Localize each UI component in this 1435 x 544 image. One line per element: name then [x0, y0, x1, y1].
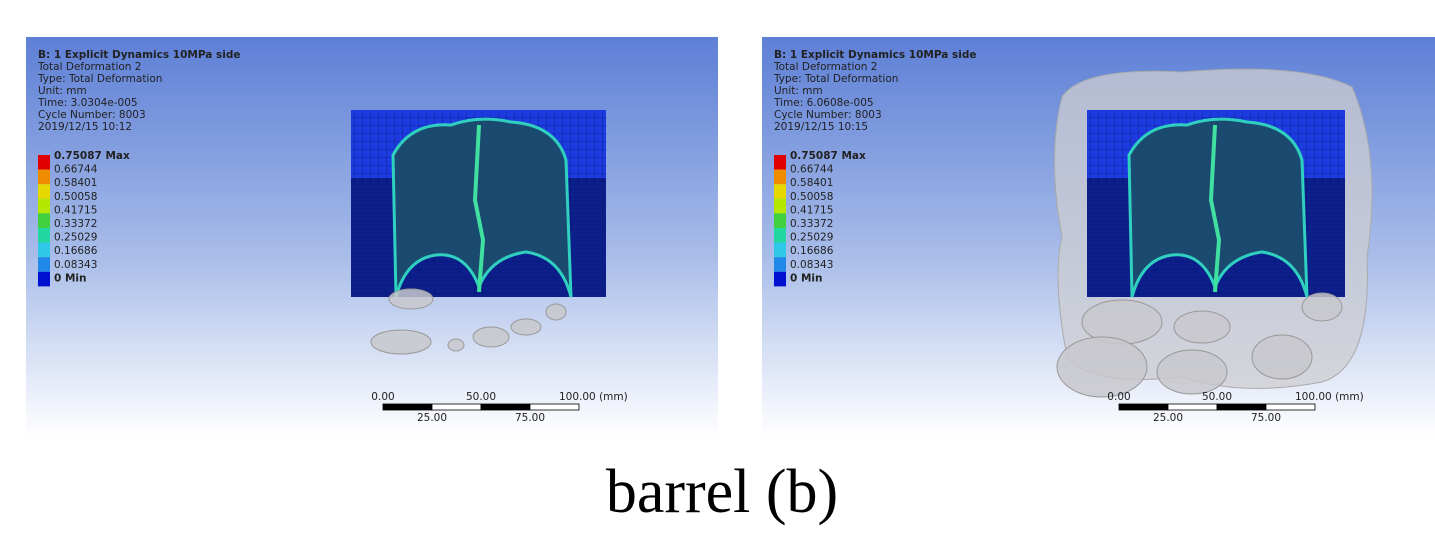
result-info: Total Deformation 2	[773, 61, 877, 73]
legend-swatch	[774, 170, 786, 185]
legend-label: 0.16686	[790, 245, 834, 257]
legend-swatch	[38, 184, 50, 199]
legend-swatch	[774, 199, 786, 214]
legend-swatch	[774, 272, 786, 287]
legend-swatch	[774, 257, 786, 272]
legend-label: 0 Min	[790, 272, 822, 284]
scale-segment	[383, 404, 432, 410]
legend-label: 0.16686	[54, 245, 98, 257]
scale-label: 25.00	[417, 412, 447, 424]
result-info: Time: 3.0304e-005	[37, 97, 138, 109]
legend-label: 0.33372	[54, 218, 97, 230]
fragment	[389, 289, 433, 309]
legend-swatch	[774, 243, 786, 258]
legend-label: 0.08343	[54, 259, 97, 271]
fragment	[546, 304, 566, 320]
scale-label: 25.00	[1153, 412, 1183, 424]
result-info: Unit: mm	[38, 85, 87, 97]
legend-label: 0.58401	[54, 177, 97, 189]
fragment	[1057, 337, 1147, 397]
fragment	[1302, 293, 1342, 321]
legend-swatch	[38, 170, 50, 185]
scale-label: 75.00	[1251, 412, 1281, 424]
legend-swatch	[774, 155, 786, 170]
legend-label: 0.66744	[790, 164, 834, 176]
result-info: B: 1 Explicit Dynamics 10MPa side	[38, 49, 240, 61]
figure: barrel (b) B: 1 Explicit Dynamics 10MPa …	[0, 0, 1435, 544]
scale-segment	[481, 404, 530, 410]
legend-label: 0.08343	[790, 259, 833, 271]
fragment	[1174, 311, 1230, 343]
scale-segment	[1119, 404, 1168, 410]
legend-label: 0.25029	[790, 232, 833, 244]
fragment	[371, 330, 431, 354]
scale-label: 50.00	[466, 391, 496, 403]
page: barrel (b) B: 1 Explicit Dynamics 10MPa …	[0, 0, 1435, 544]
legend-swatch	[38, 228, 50, 243]
fragment	[473, 327, 509, 347]
result-info: 2019/12/15 10:12	[38, 121, 132, 133]
legend-label: 0.50058	[790, 191, 833, 203]
scale-label: 75.00	[515, 412, 545, 424]
legend-swatch	[774, 228, 786, 243]
legend-label: 0.75087 Max	[790, 150, 866, 162]
fragment	[1157, 350, 1227, 394]
legend-swatch	[38, 257, 50, 272]
fragment	[511, 319, 541, 335]
result-info: Time: 6.0608e-005	[773, 97, 874, 109]
result-info: 2019/12/15 10:15	[774, 121, 868, 133]
scale-label: 100.00 (mm)	[559, 391, 628, 403]
legend-swatch	[38, 213, 50, 228]
caption: barrel (b)	[606, 458, 838, 526]
legend-label: 0.41715	[54, 204, 97, 216]
scale-label: 50.00	[1202, 391, 1232, 403]
legend-label: 0.66744	[54, 164, 98, 176]
fragment	[448, 339, 464, 351]
legend-label: 0.41715	[790, 204, 833, 216]
scale-segment	[1168, 404, 1217, 410]
legend-swatch	[38, 272, 50, 287]
legend-swatch	[38, 243, 50, 258]
legend-swatch	[38, 199, 50, 214]
scale-segment	[432, 404, 481, 410]
legend-label: 0.75087 Max	[54, 150, 130, 162]
result-info: Total Deformation 2	[37, 61, 141, 73]
legend-label: 0.25029	[54, 232, 97, 244]
legend-swatch	[38, 155, 50, 170]
result-info: Type: Total Deformation	[773, 73, 898, 85]
scale-label: 0.00	[1107, 391, 1130, 403]
scale-segment	[530, 404, 579, 410]
legend-label: 0 Min	[54, 272, 86, 284]
result-info: B: 1 Explicit Dynamics 10MPa side	[774, 49, 976, 61]
scale-label: 0.00	[371, 391, 394, 403]
result-info: Type: Total Deformation	[37, 73, 162, 85]
legend-label: 0.33372	[790, 218, 833, 230]
legend-label: 0.58401	[790, 177, 833, 189]
legend-label: 0.50058	[54, 191, 97, 203]
result-info: Cycle Number: 8003	[774, 109, 882, 121]
result-info: Unit: mm	[774, 85, 823, 97]
legend-swatch	[774, 184, 786, 199]
scale-segment	[1266, 404, 1315, 410]
legend-swatch	[774, 213, 786, 228]
result-info: Cycle Number: 8003	[38, 109, 146, 121]
scale-segment	[1217, 404, 1266, 410]
fragment	[1252, 335, 1312, 379]
scale-label: 100.00 (mm)	[1295, 391, 1364, 403]
